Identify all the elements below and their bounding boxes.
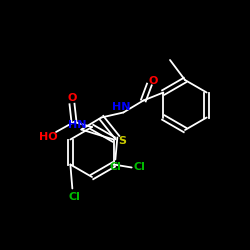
Text: S: S [118,136,126,146]
Text: Cl: Cl [110,162,121,172]
Text: Cl: Cl [134,162,145,172]
Text: O: O [149,76,158,86]
Text: HN: HN [68,120,86,130]
Text: O: O [67,93,77,103]
Text: HN: HN [112,102,130,112]
Text: Cl: Cl [68,192,80,202]
Text: HO: HO [39,132,57,142]
